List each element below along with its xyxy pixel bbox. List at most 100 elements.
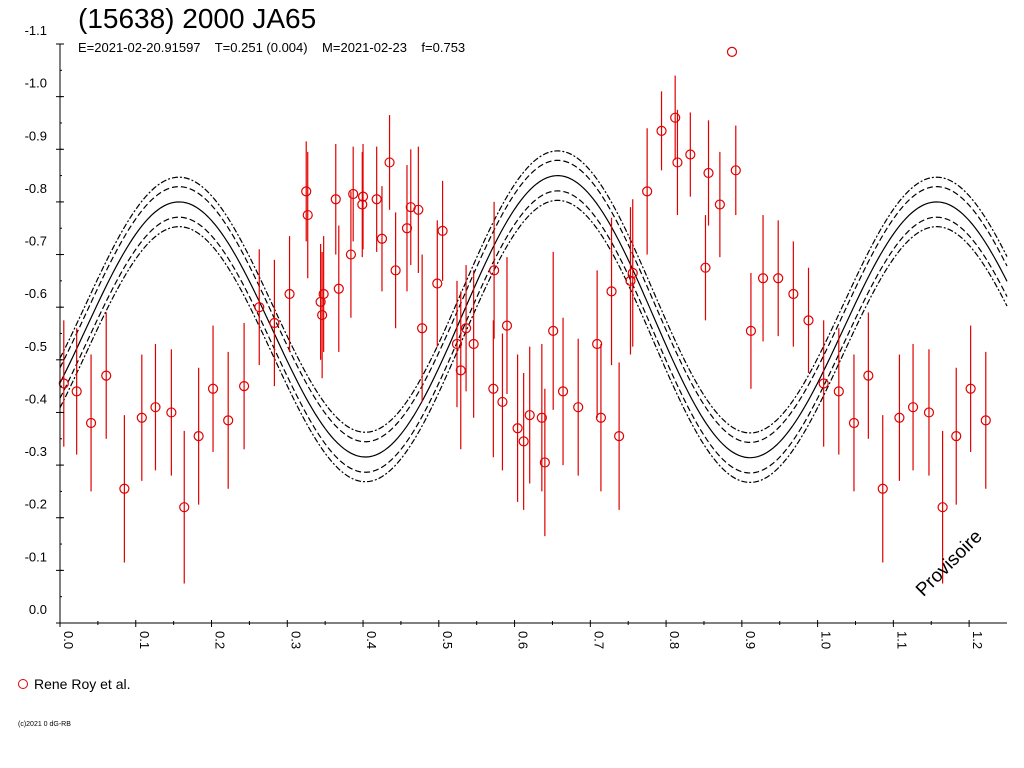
data-point xyxy=(877,483,888,494)
data-point xyxy=(58,378,69,389)
data-point xyxy=(384,157,395,168)
data-point xyxy=(501,320,513,331)
data-point xyxy=(863,370,874,381)
x-tick-label: 0.5 xyxy=(440,631,455,649)
fit-curves xyxy=(59,150,1008,484)
data-point xyxy=(371,194,382,205)
y-tick-label: -0.1 xyxy=(25,549,47,564)
y-tick-label: -1.1 xyxy=(25,23,47,38)
data-point xyxy=(907,402,919,413)
data-point xyxy=(726,46,738,57)
data-point xyxy=(833,386,844,397)
legend-label: Rene Roy et al. xyxy=(34,676,131,692)
x-tick-label: 1.2 xyxy=(970,631,985,649)
data-point xyxy=(937,502,948,513)
data-point xyxy=(627,267,638,279)
data-point xyxy=(223,415,234,426)
copyright-note: (c)2021 0 dG-RB xyxy=(18,721,71,728)
data-point xyxy=(301,186,312,197)
data-point xyxy=(642,186,653,197)
axes: -1.1 -1.0 -0.9 -0.8 -0.7 -0.6 -0.5 -0.4 -0.3 -0.2… xyxy=(25,23,1007,649)
data-point xyxy=(670,112,681,123)
data-point xyxy=(437,225,448,236)
data-point xyxy=(788,288,799,300)
data-point xyxy=(592,338,603,350)
data-point xyxy=(71,386,82,397)
data-point xyxy=(460,323,472,334)
data-point xyxy=(685,149,696,160)
data-point xyxy=(489,265,500,276)
data-point xyxy=(238,381,250,392)
x-tick-label: 0.0 xyxy=(61,631,76,649)
x-tick-label: 1.0 xyxy=(819,631,834,649)
data-point xyxy=(848,417,860,429)
data-point xyxy=(254,302,265,313)
data-point xyxy=(730,165,741,176)
data-point xyxy=(700,262,711,273)
data-point xyxy=(136,412,147,423)
data-point xyxy=(179,502,190,513)
data-point xyxy=(455,365,466,376)
data-point xyxy=(405,202,416,213)
data-point xyxy=(512,423,523,434)
data-point xyxy=(390,265,401,276)
y-tick-label: 0.0 xyxy=(29,602,47,617)
x-tick-label: 0.1 xyxy=(137,631,152,649)
data-point xyxy=(745,325,757,336)
data-point xyxy=(557,386,569,397)
data-point xyxy=(548,325,559,336)
data-point xyxy=(488,383,499,394)
x-tick-label: 0.2 xyxy=(213,631,228,649)
data-point xyxy=(536,412,547,423)
data-point xyxy=(302,209,313,221)
data-point xyxy=(773,273,784,284)
data-point xyxy=(357,191,369,202)
y-tick-label: -0.3 xyxy=(25,444,47,459)
data-point xyxy=(703,167,714,179)
data-point xyxy=(573,402,584,413)
data-point xyxy=(85,417,97,429)
y-tick-label: -0.7 xyxy=(25,234,47,249)
data-point xyxy=(348,188,359,200)
x-tick-label: 0.8 xyxy=(667,631,682,649)
data-point xyxy=(317,309,328,321)
y-tick-label: -0.6 xyxy=(25,286,47,301)
y-tick-label: -0.5 xyxy=(25,339,47,354)
data-point xyxy=(333,283,344,294)
data-points xyxy=(58,46,991,584)
data-point xyxy=(318,288,329,300)
data-point xyxy=(614,431,625,442)
fit-band-outer-lower xyxy=(59,150,1008,434)
data-point xyxy=(119,483,130,494)
data-point xyxy=(672,157,683,168)
data-point xyxy=(417,323,428,334)
data-point xyxy=(518,436,529,447)
data-point xyxy=(345,249,357,260)
y-tick-label: -1.0 xyxy=(25,76,47,91)
data-point xyxy=(413,204,424,215)
data-point xyxy=(376,233,388,244)
data-point xyxy=(923,407,935,418)
data-point xyxy=(951,431,962,442)
chart-title: (15638) 2000 JA65 xyxy=(78,3,317,34)
data-point xyxy=(656,125,667,136)
x-tick-label: 1.1 xyxy=(894,631,909,649)
fit-curve xyxy=(59,175,1008,459)
data-point xyxy=(193,431,204,442)
x-tick-label: 0.7 xyxy=(591,631,606,649)
legend: Rene Roy et al. xyxy=(18,676,131,692)
x-tick-label: 0.4 xyxy=(364,631,379,649)
y-tick-label: -0.2 xyxy=(25,497,47,512)
fit-band-inner-lower xyxy=(59,159,1008,444)
data-point xyxy=(803,315,814,326)
data-point xyxy=(524,409,535,421)
y-tick-label: -0.9 xyxy=(25,128,47,143)
x-tick-label: 0.3 xyxy=(288,631,303,649)
fit-band-inner-upper xyxy=(59,190,1008,474)
data-point xyxy=(965,383,976,394)
data-point xyxy=(468,338,479,350)
data-point xyxy=(269,317,280,329)
y-tick-label: -0.8 xyxy=(25,181,47,196)
data-point xyxy=(595,412,607,423)
